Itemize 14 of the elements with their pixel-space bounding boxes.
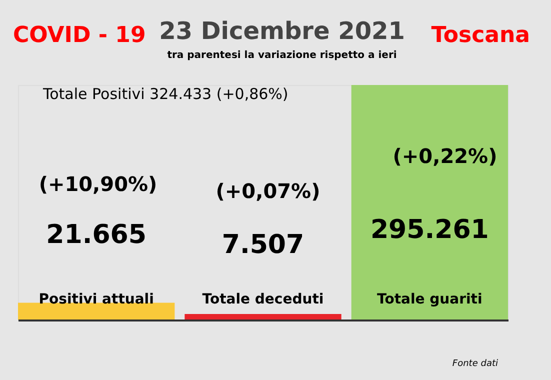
data-label: 7.507: [222, 230, 304, 260]
text: Toscana: [431, 23, 530, 48]
text: COVID - 19: [13, 23, 146, 48]
x-tick-label: Totale guariti: [377, 292, 482, 308]
annotation: (+0,07%): [216, 179, 320, 203]
chart-title: 23 Dicembre 2021: [159, 17, 405, 45]
annotation: Totale Positivi 324.433 (+0,86%): [42, 85, 288, 103]
x-tick-label: Totale deceduti: [202, 292, 324, 308]
chart-subtitle: tra parentesi la variazione rispetto a ieri: [167, 50, 397, 61]
annotation: (+0,22%): [392, 144, 498, 168]
data-label: 295.261: [370, 215, 489, 245]
annotation: (+10,90%): [38, 172, 158, 196]
source-note: Fonte dati: [452, 359, 498, 369]
data-label: 21.665: [46, 220, 147, 250]
